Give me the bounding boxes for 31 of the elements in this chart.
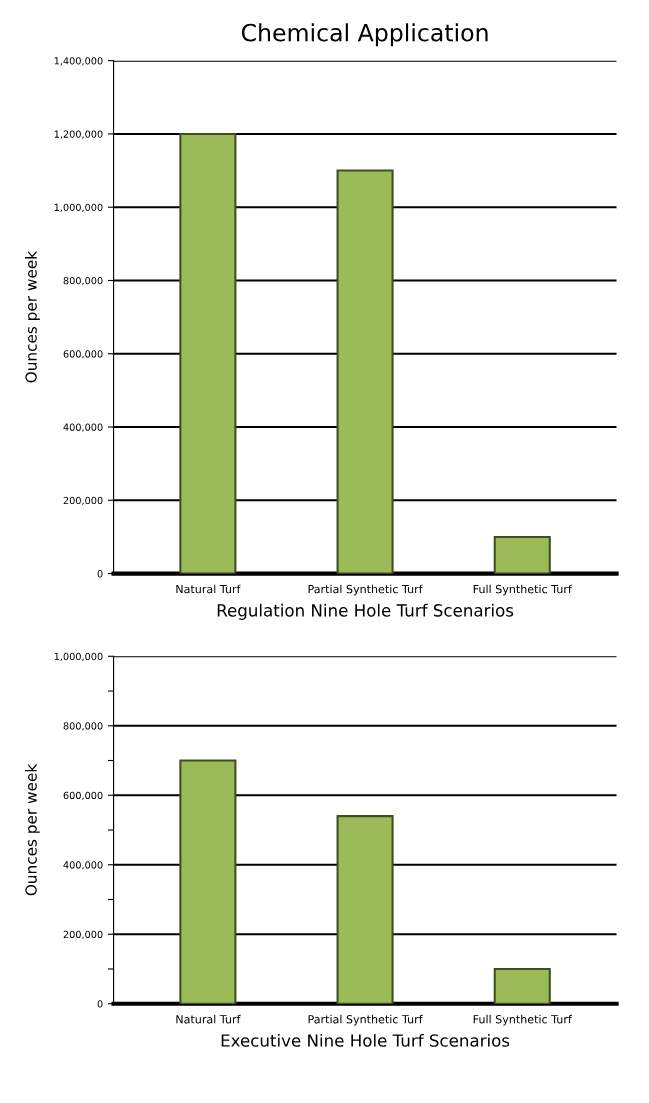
- y-tick-label: 1,000,000: [54, 652, 103, 662]
- y-tick-label: 200,000: [63, 930, 103, 940]
- x-tick-label: Partial Synthetic Turf: [308, 584, 423, 596]
- y-tick-label: 600,000: [63, 791, 103, 801]
- x-tick-label: Natural Turf: [176, 584, 241, 594]
- bar: [336, 169, 394, 574]
- x-axis-title: Regulation Nine Hole Turf Scenarios: [217, 603, 514, 620]
- y-tick-label: 400,000: [63, 861, 103, 870]
- x-tick-label: Full Synthetic Turf: [473, 584, 573, 596]
- bar: [179, 132, 237, 574]
- x-tick-label: Natural Turf: [176, 1014, 241, 1024]
- x-tick-label: Full Synthetic Turf: [473, 1014, 573, 1026]
- y-tick-label: 800,000: [63, 722, 103, 731]
- x-axis-title: Executive Nine Hole Turf Scenarios: [221, 1033, 510, 1047]
- y-tick-label: 1,200,000: [54, 130, 103, 139]
- y-axis-title: Ounces per week: [25, 763, 40, 896]
- y-tick-label: 200,000: [63, 496, 103, 506]
- bar: [493, 535, 551, 574]
- y-tick-label: 0: [97, 1000, 103, 1008]
- y-tick-label: 600,000: [63, 350, 103, 359]
- chart-title: Chemical Application: [241, 23, 488, 47]
- y-tick-label: 800,000: [63, 276, 103, 286]
- y-tick-label: 1,400,000: [54, 57, 103, 66]
- bar: [179, 759, 237, 1004]
- y-axis-title: Ounces per week: [25, 250, 40, 383]
- y-tick-label: 0: [97, 570, 103, 578]
- y-tick-label: 400,000: [63, 423, 103, 432]
- y-tick-label: 1,000,000: [54, 203, 103, 213]
- bar: [493, 967, 551, 1004]
- x-tick-label: Partial Synthetic Turf: [308, 1014, 423, 1026]
- bar: [336, 815, 394, 1004]
